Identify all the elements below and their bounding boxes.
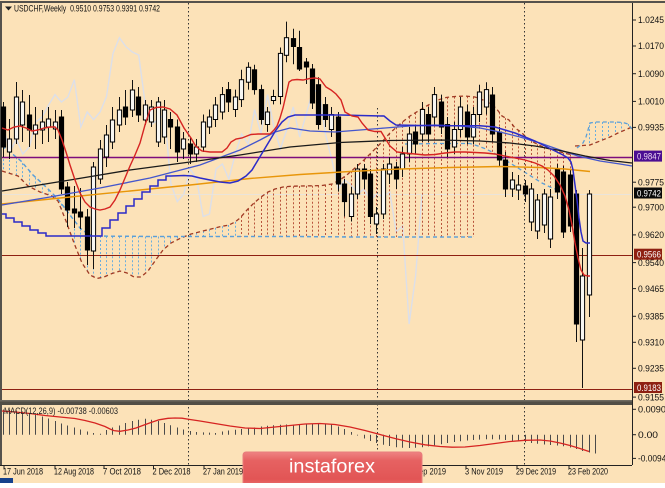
- svg-text:instaforex: instaforex: [289, 457, 376, 478]
- svg-text:0.9620: 0.9620: [638, 230, 664, 240]
- svg-text:0.9385: 0.9385: [638, 312, 664, 322]
- svg-text:27 Jan 2019: 27 Jan 2019: [203, 467, 243, 477]
- svg-text:0.9540: 0.9540: [638, 258, 664, 268]
- svg-text:1.0170: 1.0170: [638, 41, 664, 51]
- svg-text:USDCHF,Weekly 0.9510 0.9753 0: USDCHF,Weekly 0.9510 0.9753 0.9391 0.974…: [14, 4, 160, 14]
- svg-text:MACD(12,26,9) -0.00738 -0.0060: MACD(12,26,9) -0.00738 -0.00603: [4, 406, 118, 416]
- svg-text:1.0090: 1.0090: [638, 69, 664, 79]
- svg-text:8 Sep 2019: 8 Sep 2019: [408, 467, 446, 477]
- svg-text:0.9566: 0.9566: [637, 250, 661, 260]
- svg-text:0.9742: 0.9742: [637, 188, 661, 198]
- svg-text:0.9183: 0.9183: [637, 383, 661, 393]
- svg-text:0.00: 0.00: [638, 430, 658, 440]
- svg-text:0.9310: 0.9310: [638, 338, 664, 348]
- svg-text:3 Nov 2019: 3 Nov 2019: [465, 467, 503, 477]
- svg-text:2 Dec 2018: 2 Dec 2018: [153, 467, 191, 477]
- svg-text:0.9700: 0.9700: [638, 202, 664, 212]
- svg-text:1.0010: 1.0010: [638, 97, 664, 107]
- svg-text:0.9235: 0.9235: [638, 364, 664, 374]
- svg-text:7 Oct 2018: 7 Oct 2018: [103, 467, 141, 477]
- svg-text:0.9155: 0.9155: [638, 392, 664, 402]
- svg-text:17 Jun 2018: 17 Jun 2018: [3, 467, 43, 477]
- svg-text:12 Aug 2018: 12 Aug 2018: [54, 467, 94, 477]
- svg-text:-0.00945: -0.00945: [638, 454, 665, 464]
- svg-text:29 Dec 2019: 29 Dec 2019: [516, 467, 556, 477]
- svg-text:0.9847: 0.9847: [637, 152, 661, 162]
- svg-text:0.9465: 0.9465: [638, 284, 664, 294]
- svg-text:0.9935: 0.9935: [638, 123, 664, 133]
- svg-text:1.0245: 1.0245: [638, 15, 664, 25]
- svg-text:0.9775: 0.9775: [638, 177, 664, 187]
- svg-text:23 Feb 2020: 23 Feb 2020: [568, 467, 608, 477]
